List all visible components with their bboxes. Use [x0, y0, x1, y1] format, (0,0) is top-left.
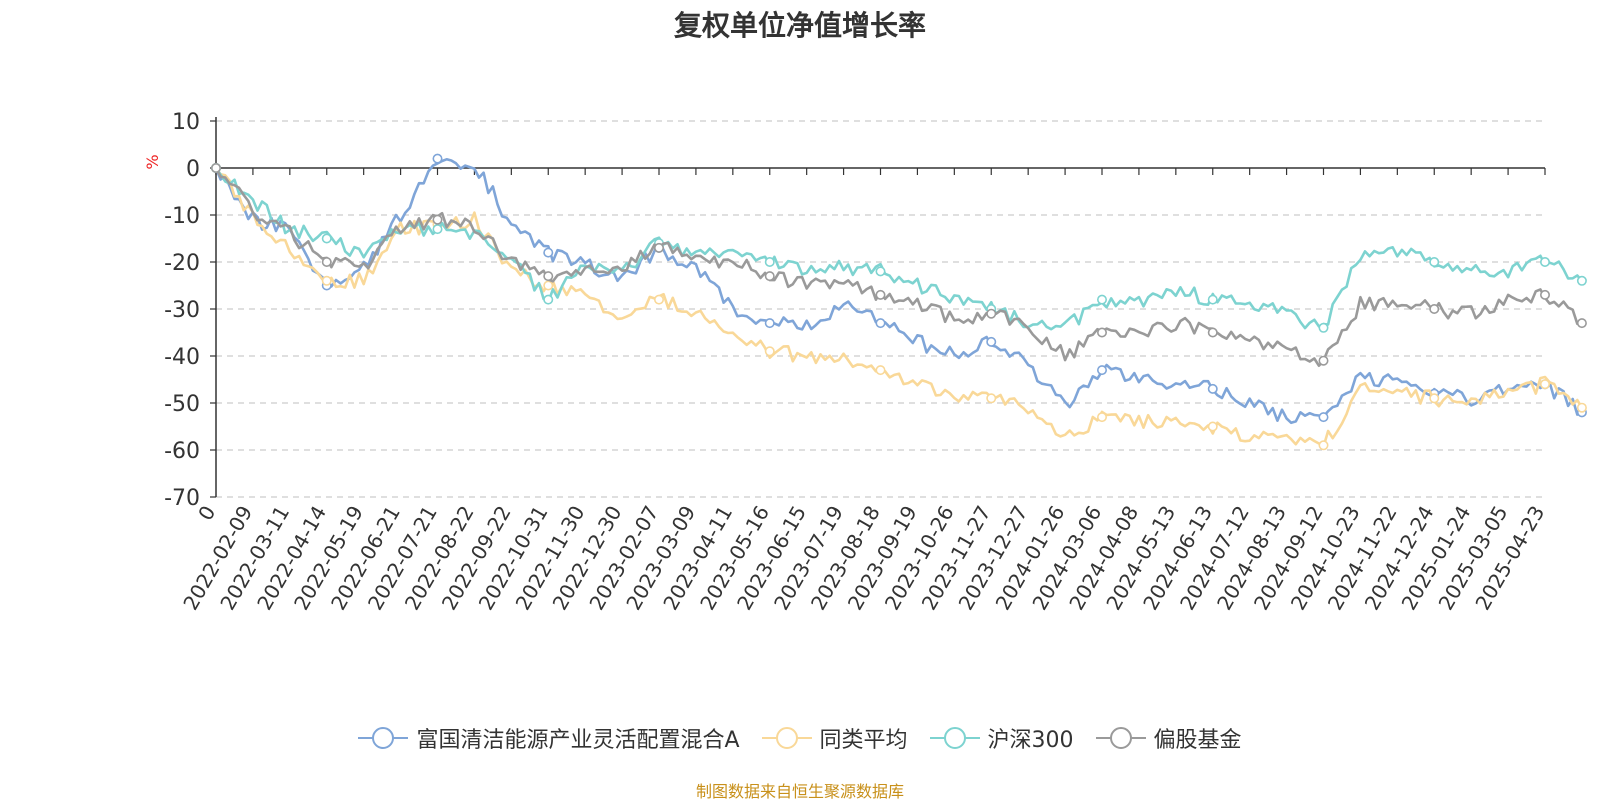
data-point — [1097, 327, 1108, 338]
data-point — [1576, 402, 1587, 413]
data-point — [1318, 440, 1329, 451]
data-point — [543, 294, 554, 305]
data-point — [1097, 294, 1108, 305]
y-tick-label: -70 — [164, 486, 200, 511]
legend-marker-icon — [929, 727, 980, 749]
y-tick-label: 10 — [172, 110, 200, 135]
data-point — [1540, 379, 1551, 390]
data-point — [1576, 318, 1587, 329]
legend-item[interactable]: 沪深300 — [929, 722, 1074, 754]
x-tick-label: 0 — [193, 502, 220, 525]
series-layer — [211, 153, 1587, 451]
data-point — [543, 280, 554, 291]
legend-circle — [372, 727, 395, 749]
grid-layer — [216, 120, 1545, 498]
data-point — [1429, 393, 1440, 404]
data-point — [875, 289, 886, 300]
series-line — [214, 167, 1583, 368]
data-point — [764, 256, 775, 267]
series-line — [214, 158, 1583, 425]
data-point — [875, 365, 886, 376]
legend-marker-icon — [1095, 727, 1146, 749]
data-point — [1540, 256, 1551, 267]
data-point — [653, 242, 664, 253]
label-layer: 100-10-20-30-40-50-60-70%02022-02-092022… — [143, 110, 1549, 614]
y-axis-unit: % — [143, 154, 162, 169]
data-point — [875, 318, 886, 329]
data-point — [1318, 355, 1329, 366]
data-point — [321, 275, 332, 286]
data-point — [1318, 322, 1329, 333]
data-point — [1429, 303, 1440, 314]
data-point — [1318, 412, 1329, 423]
legend: 富国清洁能源产业灵活配置混合A 同类平均 沪深300 偏股基金 — [0, 722, 1600, 754]
data-point — [1097, 365, 1108, 376]
data-point — [764, 271, 775, 282]
y-tick-label: 0 — [186, 157, 200, 182]
series-line — [214, 167, 1583, 331]
data-point — [543, 247, 554, 258]
y-tick-label: -50 — [164, 392, 200, 417]
y-tick-label: -30 — [164, 298, 200, 323]
data-point — [321, 256, 332, 267]
data-point — [986, 393, 997, 404]
data-point — [1097, 412, 1108, 423]
legend-label: 同类平均 — [819, 728, 908, 753]
series-line — [214, 167, 1584, 449]
data-point — [1429, 256, 1440, 267]
legend-circle — [1109, 727, 1132, 749]
data-point — [432, 153, 443, 164]
legend-item[interactable]: 富国清洁能源产业灵活配置混合A — [358, 722, 740, 754]
y-tick-label: -20 — [164, 251, 200, 276]
data-point — [432, 214, 443, 225]
data-point — [1540, 289, 1551, 300]
legend-marker-icon — [761, 727, 812, 749]
data-point — [1576, 275, 1587, 286]
legend-label: 偏股基金 — [1153, 728, 1242, 753]
data-point — [986, 308, 997, 319]
data-point — [1207, 294, 1218, 305]
y-tick-label: -10 — [164, 204, 200, 229]
data-point — [211, 163, 222, 174]
source-note: 制图数据来自恒生聚源数据库 — [695, 782, 904, 801]
data-point — [1207, 383, 1218, 394]
data-point — [1207, 421, 1218, 432]
data-point — [764, 346, 775, 357]
y-tick-label: -40 — [164, 345, 200, 370]
legend-circle — [775, 727, 798, 749]
data-point — [543, 271, 554, 282]
legend-label: 沪深300 — [987, 728, 1074, 753]
data-point — [321, 233, 332, 244]
data-point — [875, 266, 886, 277]
data-point — [986, 336, 997, 347]
y-tick-label: -60 — [164, 439, 200, 464]
data-point — [653, 294, 664, 305]
axis-layer — [210, 117, 1546, 498]
data-point — [764, 318, 775, 329]
chart-title: 复权单位净值增长率 — [673, 9, 926, 42]
data-point — [432, 224, 443, 235]
legend-marker-icon — [358, 727, 409, 749]
legend-circle — [943, 727, 966, 749]
legend-item[interactable]: 同类平均 — [761, 722, 908, 754]
data-point — [1207, 327, 1218, 338]
legend-label: 富国清洁能源产业灵活配置混合A — [416, 728, 740, 753]
legend-item[interactable]: 偏股基金 — [1095, 722, 1242, 754]
